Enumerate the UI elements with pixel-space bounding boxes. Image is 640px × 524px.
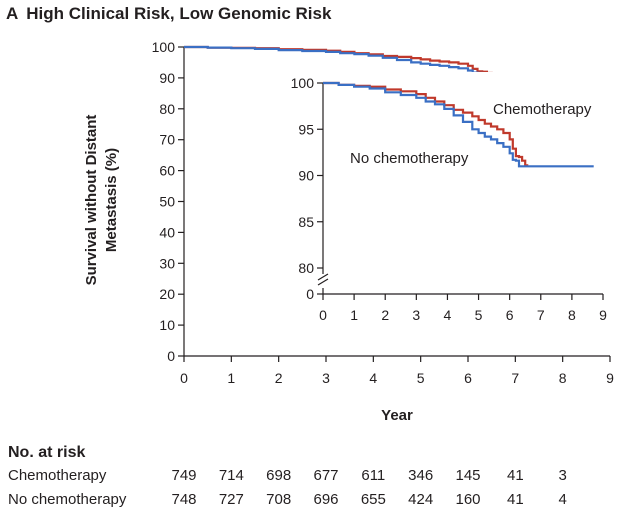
risk-table: No. at risk Chemotherapy 749 714 698 677 611 3… <box>8 442 632 512</box>
x-tick-label: 3 <box>322 370 330 386</box>
inset-x-tick-label: 1 <box>350 307 358 323</box>
y-tick-label: 40 <box>159 224 175 240</box>
risk-value: 145 <box>455 467 481 484</box>
risk-value: 708 <box>266 491 292 508</box>
risk-value: 748 <box>171 491 197 508</box>
inset-plot: 0 80 85 90 95 100 0 1 2 3 4 5 6 7 8 9 Chemotherapy No c… <box>291 72 620 323</box>
inset-y-tick-label: 80 <box>298 260 314 276</box>
y-tick-label: 90 <box>159 70 175 86</box>
x-tick-label: 9 <box>606 370 614 386</box>
y-tick-label: 50 <box>159 194 175 210</box>
x-tick-label: 2 <box>275 370 283 386</box>
risk-row-chemotherapy: Chemotherapy 749 714 698 677 611 346 145 41 3 <box>8 464 632 488</box>
x-tick-label: 5 <box>417 370 425 386</box>
risk-table-rows: Chemotherapy 749 714 698 677 611 346 145 41 3 No c… <box>8 464 632 512</box>
inset-series-line-no-chemotherapy <box>323 81 594 168</box>
risk-value: 727 <box>218 491 244 508</box>
main-curves <box>184 45 596 76</box>
inset-x-tick-label: 6 <box>506 307 514 323</box>
risk-value: 160 <box>455 491 481 508</box>
y-tick-label: 60 <box>159 163 175 179</box>
inset-y-tick-label: 85 <box>298 214 314 230</box>
x-axis-title: Year <box>381 407 413 424</box>
risk-value: 696 <box>313 491 339 508</box>
series-label-chemotherapy: Chemotherapy <box>493 101 592 118</box>
y-tick-label: 30 <box>159 255 175 271</box>
y-tick-label: 20 <box>159 286 175 302</box>
inset-y-tick-label: 90 <box>298 168 314 184</box>
inset-x-tick-label: 8 <box>568 307 576 323</box>
risk-value: 424 <box>408 491 434 508</box>
y-tick-label: 0 <box>167 348 175 364</box>
inset-x-tick-label: 9 <box>599 307 607 323</box>
y-tick-label: 80 <box>159 101 175 117</box>
inset-x-tick-label: 0 <box>319 307 327 323</box>
inset-x-tick-label: 4 <box>444 307 452 323</box>
inset-y-tick-label: 95 <box>298 121 314 137</box>
risk-value: 677 <box>313 467 339 484</box>
y-axis-title-line-2: Metastasis (%) <box>103 148 120 252</box>
inset-y-tick-label: 0 <box>306 286 314 302</box>
series-line-no-chemotherapy <box>184 45 596 76</box>
inset-x-tick-label: 3 <box>412 307 420 323</box>
x-tick-label: 8 <box>559 370 567 386</box>
panel-title: A High Clinical Risk, Low Genomic Risk <box>6 4 331 24</box>
risk-row-label: Chemotherapy <box>8 467 107 484</box>
inset-axis-break-mark <box>317 278 329 286</box>
risk-value: 3 <box>558 467 567 484</box>
y-tick-label: 70 <box>159 132 175 148</box>
risk-value: 655 <box>360 491 386 508</box>
risk-value: 714 <box>218 467 244 484</box>
risk-value: 41 <box>506 467 524 484</box>
x-tick-label: 1 <box>227 370 235 386</box>
risk-value: 698 <box>266 467 292 484</box>
panel-letter: A <box>6 4 19 23</box>
inset-y-tick-label: 100 <box>291 75 315 91</box>
y-tick-label: 100 <box>152 39 176 55</box>
x-tick-label: 0 <box>180 370 188 386</box>
inset-axis-break-mark <box>317 273 329 281</box>
x-tick-label: 4 <box>369 370 377 386</box>
risk-value: 41 <box>506 491 524 508</box>
x-tick-label: 6 <box>464 370 472 386</box>
risk-row-label: No chemotherapy <box>8 491 127 508</box>
inset-x-tick-label: 5 <box>475 307 483 323</box>
risk-value: 4 <box>558 491 567 508</box>
risk-row-no-chemotherapy: No chemotherapy 748 727 708 696 655 424 160 41 4 <box>8 488 632 512</box>
risk-table-title: No. at risk <box>8 444 86 461</box>
panel-title-text: High Clinical Risk, Low Genomic Risk <box>26 4 332 23</box>
inset-axes: 0 80 85 90 95 100 0 1 2 3 4 5 6 7 8 9 <box>291 75 607 323</box>
series-label-no-chemotherapy: No chemotherapy <box>350 150 469 167</box>
x-tick-label: 7 <box>511 370 519 386</box>
inset-x-tick-label: 2 <box>381 307 389 323</box>
inset-curves <box>323 81 594 168</box>
risk-value: 749 <box>171 467 197 484</box>
inset-x-tick-label: 7 <box>537 307 545 323</box>
y-axis-title-line-1: Survival without Distant <box>83 115 100 286</box>
risk-value: 611 <box>361 467 386 484</box>
risk-value: 346 <box>408 467 434 484</box>
y-tick-label: 10 <box>159 317 175 333</box>
